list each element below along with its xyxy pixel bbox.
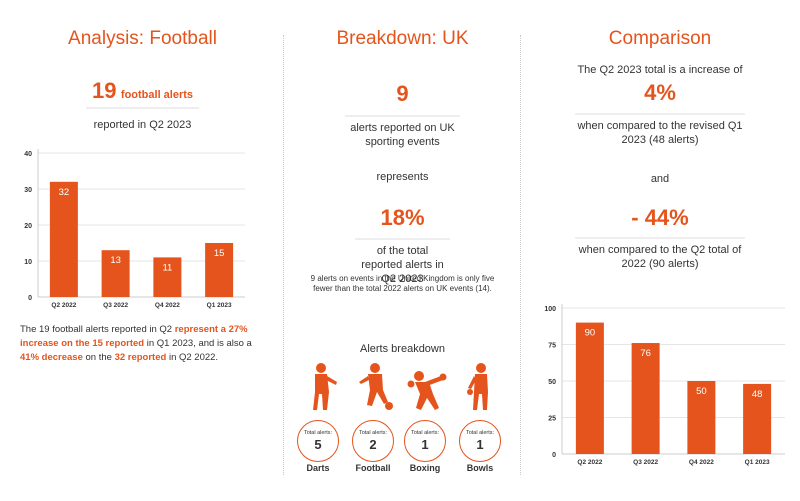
football-count-row: 19 football alerts: [85, 78, 200, 109]
comparison-line3-text: when compared to the Q2 total of 2022 (9…: [575, 237, 745, 271]
uk-represents: represents: [376, 171, 429, 183]
comparison-line1: The Q2 2023 total is a increase of: [577, 64, 743, 76]
comparison-bar-chart: 0 25 50 75 100 90 Q2 2022 76 Q3 2022 50 Q4 2022 48 Q…: [544, 304, 785, 466]
football-chart-bar: [101, 250, 130, 297]
football-player-icon: [359, 363, 393, 410]
football-summary-text-3: on the: [82, 352, 115, 363]
comparison-chart-ytick-label: 0: [552, 452, 556, 459]
boxer-icon: [407, 371, 447, 410]
comparison-chart-ytick-label: 75: [548, 343, 556, 350]
comparison-chart-data-label: 50: [696, 386, 707, 397]
comparison-chart-ytick-label: 50: [548, 379, 556, 386]
comparison-panel: Comparison The Q2 2023 total is a increa…: [520, 0, 800, 501]
uk-percent-label-text: of the total reported alerts in Q2 2023: [355, 238, 450, 286]
football-summary-paragraph: The 19 football alerts reported in Q2 re…: [20, 323, 270, 365]
football-bar-chart: 0 10 20 30 40 32 Q2 2022 13 Q3 2022 11 Q4 2022 15 Q1…: [24, 149, 245, 309]
bowls-alert-circle: Total alerts: 1: [459, 420, 501, 462]
uk-percent-label: of the total reported alerts in Q2 2023: [285, 232, 520, 286]
football-count: 19: [91, 78, 117, 103]
bowls-label: Bowls: [466, 463, 494, 473]
football-alert-value: 2: [369, 437, 377, 452]
comparison-chart-ytick-label: 25: [548, 416, 556, 423]
football-count-block: 19 football alerts: [0, 78, 285, 109]
uk-count: 9: [396, 81, 409, 106]
uk-note: 9 alerts on events in the United Kingdom…: [310, 274, 495, 293]
football-alert-circle: Total alerts: 2: [352, 420, 394, 462]
uk-breakdown-title: Alerts breakdown: [360, 343, 445, 355]
football-panel: Analysis: Football 19 football alerts re…: [0, 0, 285, 501]
column-divider-right: [520, 35, 521, 475]
uk-title: Breakdown: UK: [336, 28, 469, 49]
football-chart-data-label: 15: [214, 248, 225, 259]
football-count-label: football alerts: [120, 89, 194, 101]
boxing-label: Boxing: [409, 463, 441, 473]
football-summary-highlight-2: 41% decrease: [20, 352, 83, 363]
football-chart-data-label: 32: [59, 187, 70, 198]
football-label: Football: [355, 463, 391, 473]
football-chart-bar: [205, 243, 234, 297]
bowls-alert-label: Total alerts:: [465, 430, 495, 436]
football-chart-data-label: 13: [110, 255, 121, 266]
comparison-title: Comparison: [608, 28, 712, 49]
football-chart-xtick-label: Q2 2022: [51, 302, 76, 309]
football-summary-text-2: in Q1 2023, and is also a: [144, 338, 252, 349]
football-chart-xtick-label: Q1 2023: [207, 302, 232, 309]
comparison-chart-bar: [575, 322, 604, 454]
football-chart-xtick-label: Q4 2022: [155, 302, 180, 309]
darts-label: Darts: [306, 463, 330, 473]
football-chart-ytick-label: 0: [28, 295, 32, 302]
football-summary-highlight-1: represent a 27% increase on the 15 repor…: [20, 324, 248, 349]
boxing-alert-circle: Total alerts: 1: [404, 420, 446, 462]
comparison-chart-bar: [743, 383, 772, 454]
darts-player-icon: [313, 363, 337, 410]
comparison-chart-xtick-label: Q2 2022: [577, 459, 602, 466]
comparison-chart-bar: [687, 381, 716, 454]
comparison-line2: when compared to the revised Q1 2023 (48…: [520, 107, 800, 147]
football-alert-label: Total alerts:: [358, 430, 388, 436]
column-divider-left: [283, 35, 284, 475]
boxing-alert-label: Total alerts:: [410, 430, 440, 436]
comparison-chart-ytick-label: 100: [544, 306, 556, 313]
bowls-player-icon: [467, 363, 488, 410]
comparison-chart-xtick-label: Q3 2022: [633, 459, 658, 466]
comparison-chart-data-label: 76: [640, 348, 651, 359]
comparison-and: and: [650, 173, 670, 185]
football-summary-highlight-3: 32 reported: [114, 352, 167, 363]
darts-alert-circle: Total alerts: 5: [297, 420, 339, 462]
uk-panel: Breakdown: UK 9 alerts reported on UK sp…: [285, 0, 520, 501]
uk-percent: 18%: [380, 205, 425, 230]
football-summary-text-4: in Q2 2022.: [166, 352, 219, 363]
comparison-line2-text: when compared to the revised Q1 2023 (48…: [575, 113, 745, 147]
football-chart-data-label: 11: [162, 262, 172, 273]
boxing-alert-value: 1: [421, 437, 429, 452]
football-chart-ytick-label: 40: [24, 151, 32, 158]
football-chart-bar: [153, 257, 182, 297]
darts-alert-label: Total alerts:: [303, 430, 333, 436]
uk-count-label-text: alerts reported on UK sporting events: [345, 115, 460, 149]
football-chart-xtick-label: Q3 2022: [103, 302, 128, 309]
comparison-chart-xtick-label: Q1 2023: [745, 459, 770, 466]
comparison-chart-data-label: 48: [752, 389, 763, 400]
comparison-chart-bar: [631, 343, 660, 454]
bowls-alert-value: 1: [476, 437, 484, 452]
comparison-chart-xtick-label: Q4 2022: [689, 459, 714, 466]
comparison-percent-2: - 44%: [631, 205, 689, 230]
football-chart-bar: [49, 181, 78, 297]
football-summary-text-1: The 19 football alerts reported in Q2: [20, 324, 175, 335]
comparison-chart-data-label: 90: [585, 328, 596, 339]
uk-count-label: alerts reported on UK sporting events: [285, 109, 520, 149]
darts-alert-value: 5: [314, 437, 322, 452]
comparison-line3: when compared to the Q2 total of 2022 (9…: [520, 231, 800, 271]
football-chart-ytick-label: 10: [24, 259, 32, 266]
football-title: Analysis: Football: [68, 28, 217, 49]
comparison-percent-1: 4%: [644, 80, 676, 105]
football-chart-ytick-label: 30: [24, 187, 32, 194]
football-subtitle: reported in Q2 2023: [93, 119, 192, 131]
football-chart-ytick-label: 20: [24, 223, 32, 230]
